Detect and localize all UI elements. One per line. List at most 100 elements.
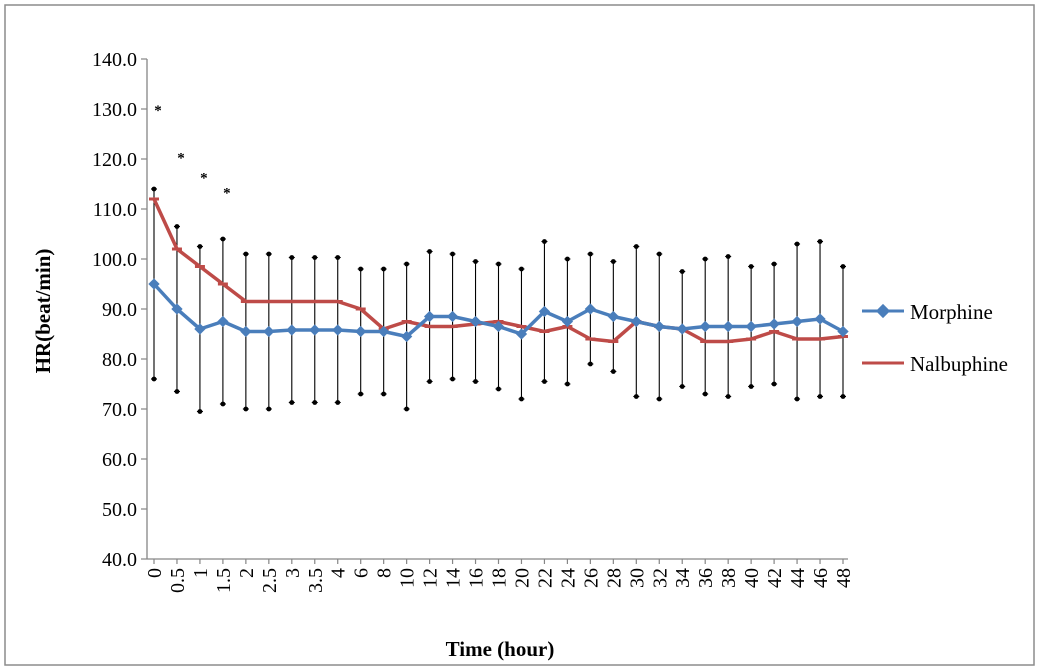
x-tick-label: 6: [351, 568, 373, 578]
error-end-dot: [610, 369, 616, 374]
x-tick-label: 2: [236, 568, 258, 578]
x-tick-label: 28: [603, 568, 625, 588]
x-tick-label: 14: [443, 568, 465, 588]
error-end-dot: [771, 381, 777, 387]
x-tick-label: 26: [580, 568, 602, 588]
x-tick-label: 1.5: [213, 568, 235, 593]
y-tick-label: 120.0: [92, 149, 137, 171]
error-end-dot: [404, 261, 410, 267]
y-tick-label: 60.0: [102, 449, 137, 471]
error-end-dot: [243, 251, 249, 257]
error-end-dot: [266, 406, 272, 412]
error-end-dot: [197, 409, 203, 414]
error-end-dot: [840, 264, 846, 269]
error-end-dot: [381, 391, 387, 397]
error-end-dot: [610, 259, 616, 264]
legend: Morphine Nalbuphine: [862, 300, 1008, 376]
y-tick-label: 130.0: [92, 99, 137, 121]
error-end-dot: [358, 266, 364, 272]
error-end-dot: [542, 379, 547, 384]
error-end-dot: [702, 391, 708, 397]
error-end-dot: [335, 400, 341, 405]
x-axis-title: Time (hour): [446, 637, 555, 661]
error-end-dot: [840, 394, 846, 399]
error-end-dot: [450, 376, 455, 382]
error-end-dot: [633, 394, 639, 399]
error-end-dot: [312, 255, 318, 260]
data-point-morphine: [240, 325, 252, 338]
error-end-dot: [587, 361, 593, 367]
data-point-morphine: [446, 310, 459, 323]
x-tick-label: 24: [557, 568, 579, 588]
error-end-dot: [151, 186, 157, 192]
x-tick-label: 3.5: [305, 568, 327, 593]
error-end-dot: [679, 384, 685, 389]
y-tick-label: 40.0: [102, 549, 137, 571]
x-tick-label: 3: [282, 568, 304, 578]
data-point-morphine: [286, 324, 298, 336]
data-point-morphine: [515, 328, 528, 340]
error-end-dot: [151, 376, 157, 382]
error-end-dot: [404, 406, 410, 412]
x-tick-label: 8: [374, 568, 396, 578]
error-end-dot: [771, 261, 777, 267]
y-tick-label: 90.0: [102, 299, 137, 321]
data-point-morphine: [607, 310, 619, 323]
x-tick-label: 0: [144, 568, 166, 578]
error-end-dot: [427, 379, 432, 384]
error-end-dot: [381, 266, 387, 272]
error-end-dot: [496, 386, 501, 392]
data-point-morphine: [309, 324, 321, 336]
error-end-dot: [312, 400, 318, 405]
significance-star: *: [154, 103, 162, 119]
data-point-morphine: [355, 325, 367, 338]
x-tick-label: 30: [626, 568, 648, 588]
x-tick-label: 16: [466, 568, 488, 588]
x-tick-label: 42: [764, 568, 786, 588]
data-point-morphine: [400, 330, 413, 343]
error-end-dot: [748, 264, 754, 269]
significance-star: *: [223, 186, 231, 202]
significance-star: *: [177, 151, 185, 167]
error-end-dot: [565, 256, 570, 262]
data-point-morphine: [263, 325, 275, 338]
error-end-dot: [220, 401, 226, 407]
error-end-dot: [542, 239, 547, 244]
error-end-dot: [519, 396, 524, 402]
y-tick-label: 140.0: [92, 49, 137, 71]
error-end-dot: [473, 379, 478, 384]
data-point-morphine: [722, 320, 734, 333]
data-point-morphine: [332, 324, 344, 336]
data-point-morphine: [745, 320, 757, 333]
x-tick-label: 1: [190, 568, 212, 578]
error-end-dot: [656, 251, 662, 257]
x-tick-label: 36: [695, 568, 717, 588]
data-point-morphine: [538, 305, 551, 318]
data-point-morphine: [423, 310, 436, 323]
data-point-morphine: [561, 315, 574, 328]
y-tick-label: 80.0: [102, 349, 137, 371]
error-end-dot: [220, 236, 226, 242]
x-tick-label: 18: [489, 568, 511, 588]
y-tick-label: 110.0: [93, 199, 137, 221]
series-layer: [148, 197, 849, 344]
error-end-dot: [289, 255, 295, 260]
data-point-morphine: [492, 320, 505, 333]
error-end-dot: [794, 241, 800, 247]
x-tick-label: 22: [534, 568, 556, 588]
data-point-morphine: [676, 323, 688, 335]
error-end-dot: [725, 394, 731, 399]
error-end-dot: [427, 249, 432, 254]
error-end-dot: [748, 384, 754, 389]
error-end-dot: [496, 261, 501, 267]
data-point-morphine: [217, 315, 229, 328]
significance-markers: * * * *: [154, 103, 230, 202]
data-point-morphine: [837, 325, 849, 338]
error-end-dot: [656, 396, 662, 402]
y-tick-label: 100.0: [92, 249, 137, 271]
x-tick-label: 12: [420, 568, 442, 588]
error-end-dot: [243, 406, 249, 412]
data-point-morphine: [814, 313, 826, 325]
